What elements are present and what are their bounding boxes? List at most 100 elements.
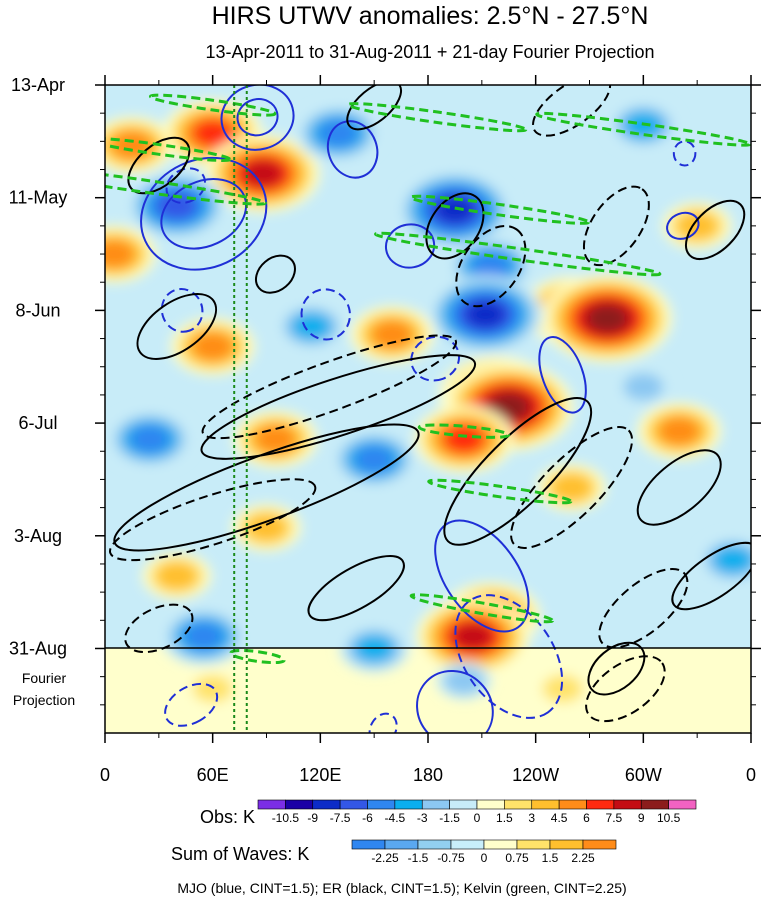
colorbar-tick-label: -7.5 [330, 811, 351, 825]
mjo-contour [300, 288, 351, 341]
x-tick-label: 0 [746, 765, 756, 785]
colorbar-tick-label: -1.5 [439, 811, 460, 825]
anomaly-blob [443, 425, 484, 453]
mjo-contour [236, 98, 279, 137]
mjo-contour [164, 682, 219, 727]
anomaly-blob [192, 119, 233, 147]
er-contour [254, 254, 296, 294]
anomaly-blob [542, 675, 583, 703]
colorbar-swatch [558, 799, 587, 810]
plot-area [105, 85, 751, 733]
colorbar-tick-label: 0 [481, 851, 488, 865]
obs-colorbar-label: Obs: K [200, 807, 255, 827]
projection-label-line: Projection [13, 692, 75, 708]
x-tick-label: 0 [100, 765, 110, 785]
kelvin-contour [409, 194, 591, 225]
colorbar-tick-label: -6 [362, 811, 373, 825]
colorbar-tick-label: -10.5 [272, 811, 300, 825]
colorbar-tick-label: 1.5 [496, 811, 513, 825]
wave-colorbar: -2.25 -1.5 -0.75 0 0.75 1.5 2.25 [351, 839, 617, 865]
anomaly-blob [587, 304, 628, 333]
mjo-contour [160, 178, 248, 250]
er-contour [108, 478, 317, 562]
mjo-contour [384, 223, 436, 269]
obs-colorbar: -10.5 -9 -7.5 -6 -4.5 -3 -1.5 0 1.5 3 4.5 6 7.5 9 10.5 [257, 799, 697, 825]
y-tick-label: 6-Jul [18, 413, 57, 433]
anomaly-blob [551, 473, 592, 502]
anomaly-blob [372, 320, 413, 349]
mjo-contour [160, 288, 204, 333]
anomaly-blob [452, 622, 493, 651]
colorbar-swatch [312, 799, 341, 810]
colorbar-swatch [449, 799, 478, 810]
colorbar-swatch [417, 839, 452, 850]
er-contour [636, 449, 722, 526]
reference-lines [233, 85, 248, 733]
er-contour [598, 567, 689, 649]
colorbar-swatch [504, 799, 533, 810]
colorbar-tick-label: 7.5 [606, 811, 623, 825]
kelvin-contour [105, 165, 267, 206]
x-tick-label: 60W [625, 765, 662, 785]
colorbar-swatch [394, 799, 423, 810]
wave-colorbar-label: Sum of Waves: K [171, 844, 309, 864]
kelvin-contour [535, 111, 751, 147]
colorbar-tick-label: -4.5 [385, 811, 406, 825]
colorbar-swatch [339, 799, 368, 810]
projection-label: Fourier Projection [13, 670, 75, 708]
x-tick-label: 120E [299, 765, 341, 785]
colorbar-tick-label: 1.5 [542, 851, 559, 865]
er-contour [510, 426, 634, 549]
kelvin-contour [374, 231, 662, 277]
colorbar-tick-label: 10.5 [657, 811, 681, 825]
anomaly-blob [242, 159, 283, 188]
mjo-contour [368, 712, 398, 733]
mjo-contour [672, 140, 697, 167]
mjo-contour [326, 120, 379, 179]
kelvin-contour [427, 478, 573, 505]
mjo-contour [416, 669, 494, 733]
anomaly-blob [246, 514, 287, 542]
chart-subtitle: 13-Apr-2011 to 31-Aug-2011 + 21-day Four… [205, 42, 654, 62]
anomaly-blob [443, 667, 484, 695]
colorbar-tick-label: -1.5 [408, 851, 429, 865]
chart-title: HIRS UTWV anomalies: 2.5°N - 27.5°N [212, 2, 649, 30]
er-contour [532, 85, 612, 137]
legend-note: MJO (blue, CINT=1.5); ER (black, CINT=1.… [177, 880, 626, 896]
colorbar-swatch [351, 839, 386, 850]
y-tick-label: 11-May [9, 188, 68, 208]
axes: 0 60E 120E 180 120W 60W 0 13-Apr 11-May 8-Jun 6-Ju… [9, 75, 761, 785]
anomaly-blob [105, 240, 134, 268]
mjo-contour [410, 335, 461, 382]
anomaly-blob [156, 562, 197, 590]
colorbar-tick-label: 4.5 [551, 811, 568, 825]
colorbar-swatch [549, 839, 584, 850]
er-contour [200, 354, 477, 460]
kelvin-contour [346, 102, 528, 133]
mjo-contour [220, 85, 295, 151]
colorbar-swatch [285, 799, 314, 810]
colorbar-swatch [450, 839, 485, 850]
er-contour [455, 224, 527, 308]
mjo-contour [538, 336, 587, 414]
x-tick-label: 180 [413, 765, 443, 785]
y-tick-label: 3-Aug [14, 526, 62, 546]
er-contour [582, 185, 650, 267]
colorbar-tick-label: -0.75 [437, 851, 465, 865]
colorbar-swatch [516, 839, 551, 850]
er-contour [671, 541, 751, 611]
colorbar-tick-label: 6 [583, 811, 590, 825]
anomaly-blob [111, 131, 152, 159]
projection-label-line: Fourier [22, 670, 67, 686]
x-tick-label: 120W [512, 765, 559, 785]
anomaly-blob [623, 373, 664, 401]
colorbar-swatch [476, 799, 505, 810]
colorbar-tick-label: 2.25 [571, 851, 595, 865]
kelvin-contour [148, 93, 277, 117]
anomaly-blob [470, 252, 511, 280]
er-contour [346, 85, 402, 131]
colorbar-swatch [582, 839, 617, 850]
colorbar-swatch [531, 799, 560, 810]
er-contour [127, 136, 191, 195]
colorbar-tick-label: -9 [307, 811, 318, 825]
